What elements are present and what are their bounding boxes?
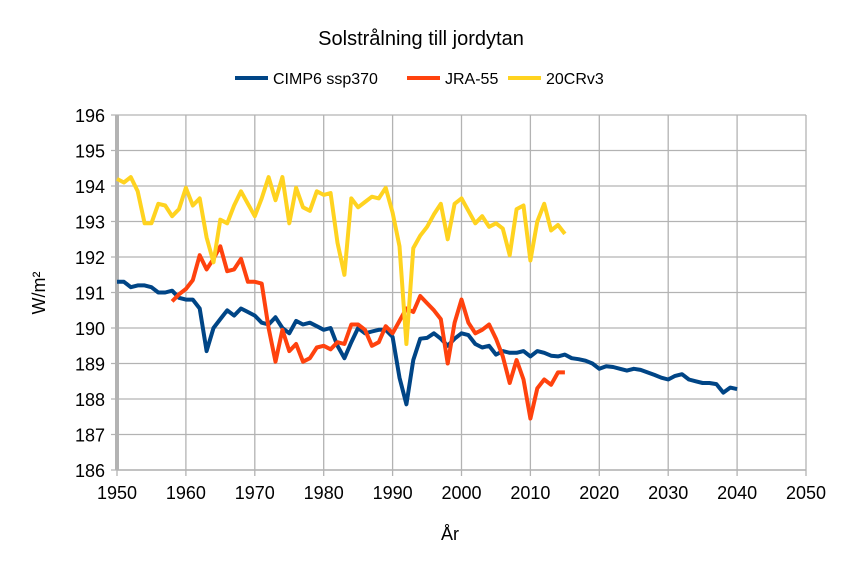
- chart-title: Solstrålning till jordytan: [318, 28, 524, 50]
- x-tick-label: 2040: [717, 483, 757, 503]
- y-axis-title: W/m²: [29, 272, 49, 315]
- x-tick-label: 1970: [235, 483, 275, 503]
- series-line-jra-55: [170, 244, 565, 421]
- x-tick-label: 2050: [786, 483, 826, 503]
- x-axis-title: År: [441, 524, 459, 544]
- x-tick-label: 2030: [648, 483, 688, 503]
- tick-labels: 186 187 188 189 190 191 192 193 194 195 196 1950 196…: [75, 106, 826, 503]
- y-tick-label: 193: [75, 213, 105, 233]
- y-tick-label: 191: [75, 284, 105, 304]
- x-tick-label: 1980: [304, 483, 344, 503]
- legend-item: JRA-55: [407, 71, 498, 88]
- y-tick-label: 196: [75, 106, 105, 126]
- series-line-20crv3: [116, 175, 567, 346]
- series-line-cimp6-ssp370: [117, 279, 738, 407]
- legend-label: CIMP6 ssp370: [273, 71, 378, 88]
- y-tick-label: 188: [75, 390, 105, 410]
- y-tick-label: 192: [75, 248, 105, 268]
- x-tick-label: 1960: [166, 483, 206, 503]
- y-tick-label: 190: [75, 319, 105, 339]
- y-tick-label: 194: [75, 177, 105, 197]
- legend-label: 20CRv3: [546, 71, 604, 88]
- grid: [111, 114, 807, 476]
- y-tick-label: 195: [75, 142, 105, 162]
- legend-item: CIMP6 ssp370: [235, 71, 378, 88]
- series-group: [116, 175, 738, 421]
- y-tick-label: 187: [75, 426, 105, 446]
- x-tick-label: 1950: [97, 483, 137, 503]
- x-tick-label: 2020: [579, 483, 619, 503]
- legend: CIMP6 ssp370 JRA-55 20CRv3: [235, 71, 604, 88]
- y-tick-label: 189: [75, 355, 105, 375]
- x-tick-label: 2010: [510, 483, 550, 503]
- legend-label: JRA-55: [445, 71, 498, 88]
- legend-item: 20CRv3: [508, 71, 604, 88]
- y-tick-label: 186: [75, 461, 105, 481]
- x-tick-label: 1990: [373, 483, 413, 503]
- x-tick-label: 2000: [441, 483, 481, 503]
